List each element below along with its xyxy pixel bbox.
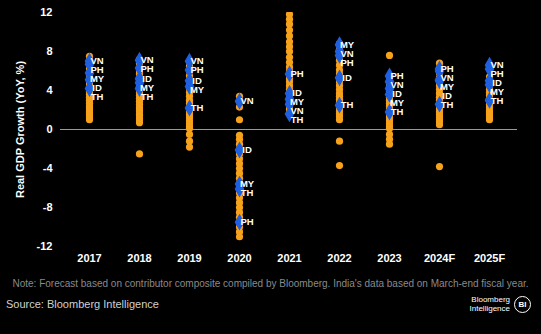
svg-text:TH: TH	[291, 114, 304, 125]
svg-text:2021: 2021	[277, 252, 301, 264]
svg-text:TH: TH	[91, 91, 104, 102]
html-text:Bloomberg: Bloomberg	[471, 295, 510, 304]
svg-text:ID: ID	[442, 89, 452, 101]
svg-text:VN: VN	[190, 55, 204, 67]
svg-text:VN: VN	[340, 47, 354, 59]
html-text:Intelligence: Intelligence	[469, 304, 510, 313]
svg-text:ID: ID	[292, 87, 302, 99]
svg-text:PH: PH	[190, 64, 203, 75]
html-text:Source: Bloomberg Intelligence: Source: Bloomberg Intelligence	[6, 298, 159, 310]
svg-text:2024F: 2024F	[424, 252, 455, 264]
svg-text:ID: ID	[342, 72, 352, 83]
svg-text:VN: VN	[490, 59, 504, 70]
svg-text:TH: TH	[341, 99, 354, 110]
svg-text:2023: 2023	[377, 252, 401, 264]
svg-text:Real GDP Growth (YoY, %): Real GDP Growth (YoY, %)	[14, 61, 26, 198]
svg-text:MY: MY	[139, 81, 155, 93]
svg-text:PH: PH	[290, 68, 303, 79]
svg-text:PH: PH	[140, 63, 154, 75]
html-text:BI: BI	[518, 299, 527, 309]
svg-text:ID: ID	[142, 72, 152, 84]
svg-text:PH: PH	[440, 62, 454, 74]
svg-text:VN: VN	[240, 95, 253, 106]
svg-text:VN: VN	[140, 54, 154, 66]
svg-text:0: 0	[46, 123, 52, 135]
svg-text:-12: -12	[37, 240, 53, 252]
html-text:Note: Forecast based on contri: Note: Forecast based on contributor comp…	[12, 278, 529, 289]
svg-text:2022: 2022	[327, 252, 351, 264]
svg-text:12: 12	[40, 6, 52, 18]
svg-text:TH: TH	[141, 91, 154, 102]
svg-text:TH: TH	[241, 187, 254, 198]
svg-text:PH: PH	[490, 68, 504, 79]
svg-text:ID: ID	[92, 82, 102, 94]
svg-text:ID: ID	[242, 144, 252, 155]
svg-text:MY: MY	[289, 96, 305, 108]
svg-text:8: 8	[46, 45, 52, 57]
svg-text:MY: MY	[239, 177, 255, 189]
svg-text:2025F: 2025F	[474, 252, 505, 264]
svg-text:ID: ID	[492, 77, 502, 88]
svg-text:-4: -4	[43, 162, 54, 174]
svg-text:PH: PH	[240, 216, 253, 227]
svg-text:MY: MY	[89, 73, 105, 85]
svg-text:ID: ID	[192, 74, 202, 86]
svg-text:MY: MY	[190, 84, 205, 95]
svg-text:VN: VN	[440, 71, 454, 83]
svg-text:TH: TH	[391, 106, 404, 117]
svg-text:2018: 2018	[127, 252, 151, 264]
svg-text:MY: MY	[389, 96, 405, 108]
svg-text:-8: -8	[43, 201, 53, 213]
svg-text:TH: TH	[441, 99, 454, 110]
svg-text:MY: MY	[439, 80, 455, 92]
svg-text:MY: MY	[489, 86, 505, 97]
svg-text:TH: TH	[491, 95, 504, 106]
svg-text:VN: VN	[90, 55, 104, 67]
svg-text:2019: 2019	[177, 252, 201, 264]
svg-text:PH: PH	[340, 57, 353, 68]
svg-text:2020: 2020	[227, 252, 251, 264]
svg-text:PH: PH	[390, 69, 404, 81]
svg-text:2017: 2017	[77, 252, 101, 264]
svg-text:ID: ID	[392, 87, 402, 99]
svg-text:VN: VN	[290, 105, 304, 117]
svg-text:PH: PH	[90, 64, 104, 76]
svg-text:VN: VN	[390, 78, 404, 90]
svg-text:TH: TH	[191, 102, 204, 113]
svg-text:MY: MY	[339, 38, 355, 50]
svg-text:4: 4	[46, 84, 53, 96]
